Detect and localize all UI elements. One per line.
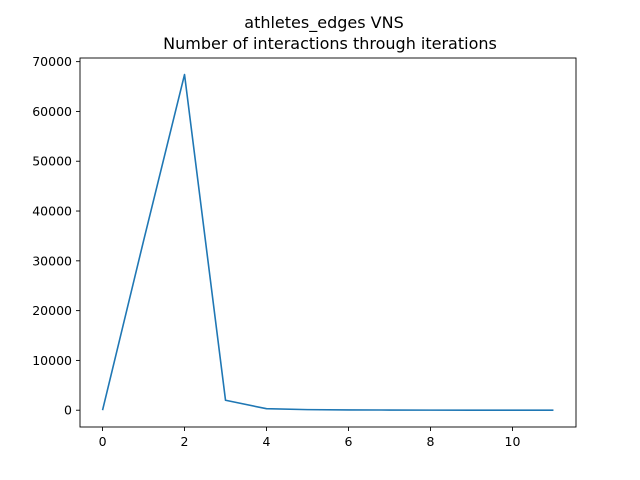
- x-tick-label: 2: [181, 434, 189, 449]
- chart-subtitle: Number of interactions through iteration…: [163, 34, 497, 53]
- y-tick-label: 40000: [32, 204, 72, 219]
- chart-title: athletes_edges VNS: [244, 13, 403, 33]
- x-tick-label: 6: [345, 434, 353, 449]
- x-tick-label: 4: [263, 434, 271, 449]
- axes-frame: [79, 57, 577, 428]
- x-tick-label: 0: [99, 434, 107, 449]
- y-tick-label: 50000: [32, 154, 72, 169]
- y-tick-label: 60000: [32, 104, 72, 119]
- series-line: [101, 73, 554, 411]
- y-tick-label: 30000: [32, 253, 72, 268]
- x-tick-label: 10: [505, 434, 521, 449]
- y-tick-label: 70000: [32, 54, 72, 69]
- x-tick-label: 8: [427, 434, 435, 449]
- y-tick-label: 0: [64, 403, 72, 418]
- y-tick-label: 10000: [32, 353, 72, 368]
- y-tick-label: 20000: [32, 303, 72, 318]
- plot-area: 0 2 4 6 8 10 0 10000 20000 30000 40000 50000 60000 70…: [32, 54, 577, 449]
